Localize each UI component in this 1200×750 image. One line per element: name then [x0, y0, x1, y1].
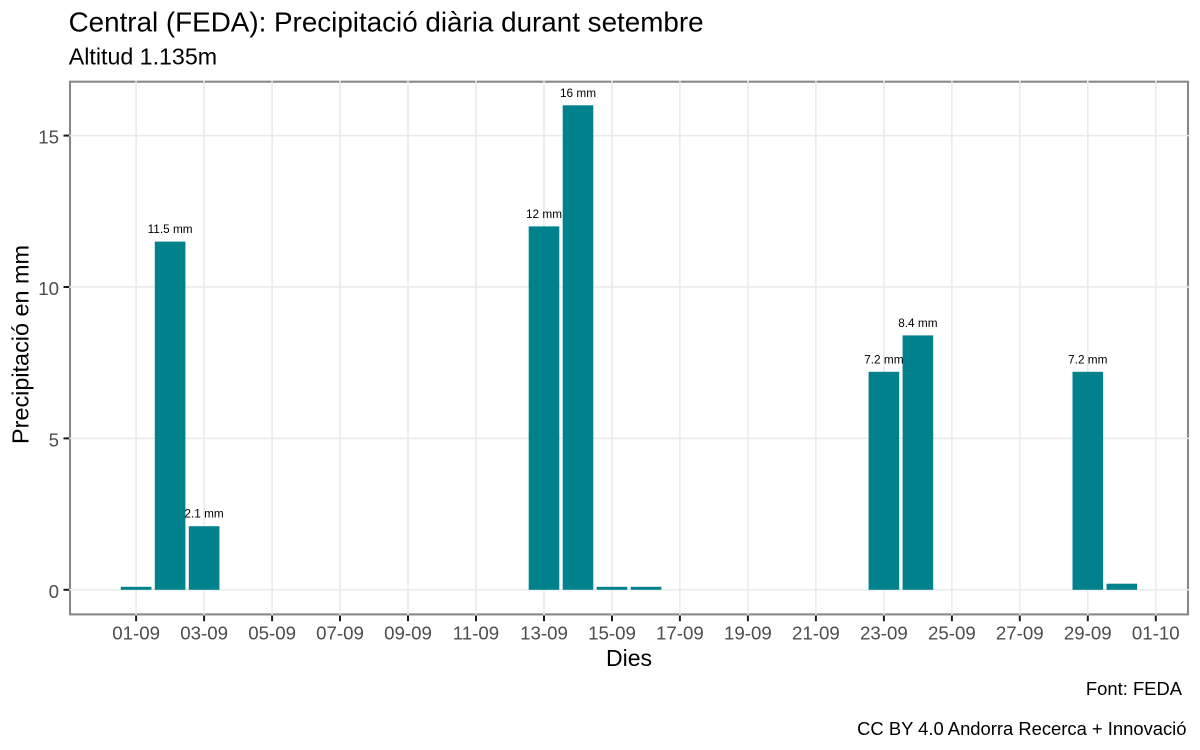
svg-text:Central (FEDA): Precipitació d: Central (FEDA): Precipitació diària dura… [69, 7, 704, 38]
svg-text:2.1 mm: 2.1 mm [184, 507, 224, 521]
svg-text:29-09: 29-09 [1064, 623, 1112, 644]
svg-text:Precipitació en mm: Precipitació en mm [8, 245, 34, 444]
svg-text:07-09: 07-09 [316, 623, 364, 644]
svg-text:15: 15 [38, 127, 59, 148]
svg-text:7.2 mm: 7.2 mm [1068, 352, 1108, 366]
svg-text:CC BY 4.0 Andorra Recerca + In: CC BY 4.0 Andorra Recerca + Innovació [857, 718, 1186, 739]
svg-text:11.5 mm: 11.5 mm [148, 222, 193, 236]
svg-text:7.2 mm: 7.2 mm [864, 352, 904, 366]
svg-text:19-09: 19-09 [724, 623, 772, 644]
svg-text:09-09: 09-09 [384, 623, 432, 644]
svg-text:Font: FEDA: Font: FEDA [1086, 678, 1183, 699]
svg-text:10: 10 [38, 278, 59, 299]
svg-text:Altitud 1.135m: Altitud 1.135m [69, 44, 217, 70]
svg-text:01-09: 01-09 [112, 623, 160, 644]
svg-text:8.4 mm: 8.4 mm [898, 316, 938, 330]
svg-text:11-09: 11-09 [453, 623, 499, 644]
svg-text:Dies: Dies [606, 645, 652, 671]
svg-text:17-09: 17-09 [656, 623, 704, 644]
svg-text:27-09: 27-09 [996, 623, 1044, 644]
svg-text:15-09: 15-09 [588, 623, 636, 644]
svg-text:12 mm: 12 mm [526, 207, 562, 221]
svg-text:01-10: 01-10 [1132, 623, 1180, 644]
svg-text:13-09: 13-09 [520, 623, 568, 644]
svg-text:16 mm: 16 mm [560, 86, 596, 100]
svg-text:03-09: 03-09 [180, 623, 228, 644]
svg-text:05-09: 05-09 [248, 623, 296, 644]
svg-text:5: 5 [49, 429, 59, 450]
svg-text:23-09: 23-09 [860, 623, 908, 644]
svg-text:21-09: 21-09 [792, 623, 840, 644]
svg-text:0: 0 [49, 581, 59, 602]
svg-text:25-09: 25-09 [928, 623, 976, 644]
